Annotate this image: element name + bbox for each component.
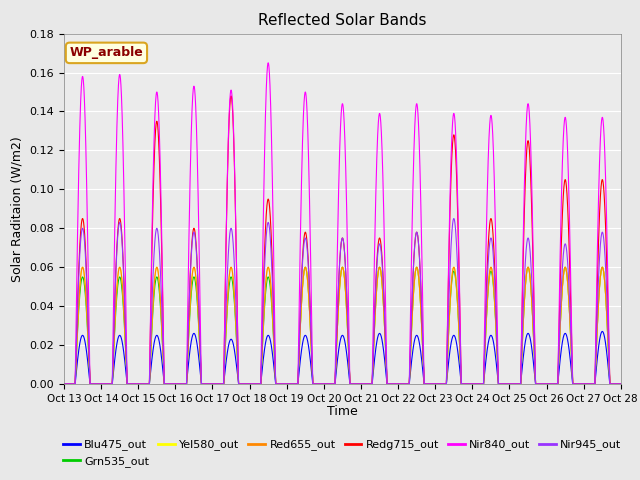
Legend: Blu475_out, Grn535_out, Yel580_out, Red655_out, Redg715_out, Nir840_out, Nir945_: Blu475_out, Grn535_out, Yel580_out, Red6…	[59, 435, 626, 471]
Nir945_out	[467, 381, 475, 387]
Red655_out	[467, 381, 475, 387]
Nir840_out	[483, 211, 491, 216]
Blu475_out	[587, 381, 595, 387]
Nir840_out	[60, 381, 68, 387]
Redg715_out	[250, 381, 257, 387]
Red655_out	[587, 381, 595, 387]
Blu475_out	[250, 381, 257, 387]
Red655_out	[324, 381, 332, 387]
Grn535_out	[301, 264, 309, 270]
Nir840_out	[250, 381, 257, 387]
Redg715_out	[594, 276, 602, 282]
Redg715_out	[227, 93, 235, 99]
Red655_out	[483, 307, 491, 313]
Text: WP_arable: WP_arable	[70, 47, 143, 60]
Nir945_out	[483, 288, 491, 294]
Line: Yel580_out: Yel580_out	[64, 267, 621, 384]
Nir945_out	[587, 381, 595, 387]
Nir945_out	[324, 381, 332, 387]
Redg715_out	[324, 381, 332, 387]
Yel580_out	[483, 307, 491, 313]
Red655_out	[60, 381, 68, 387]
Nir945_out	[450, 216, 458, 221]
Title: Reflected Solar Bands: Reflected Solar Bands	[258, 13, 427, 28]
Red655_out	[594, 321, 602, 327]
Nir945_out	[60, 381, 68, 387]
Yel580_out	[324, 381, 332, 387]
Yel580_out	[617, 381, 625, 387]
Line: Nir840_out: Nir840_out	[64, 63, 621, 384]
Redg715_out	[467, 381, 475, 387]
Blu475_out	[598, 328, 606, 334]
Grn535_out	[483, 310, 491, 315]
Grn535_out	[60, 381, 68, 387]
Redg715_out	[587, 381, 595, 387]
Nir945_out	[617, 381, 625, 387]
Yel580_out	[587, 381, 595, 387]
Redg715_out	[617, 381, 625, 387]
Nir840_out	[594, 244, 602, 250]
Blu475_out	[60, 381, 68, 387]
Yel580_out	[250, 381, 257, 387]
Line: Redg715_out: Redg715_out	[64, 96, 621, 384]
Grn535_out	[594, 321, 602, 327]
Nir840_out	[587, 381, 595, 387]
Redg715_out	[483, 276, 491, 282]
Yel580_out	[467, 381, 475, 387]
Line: Red655_out: Red655_out	[64, 267, 621, 384]
Grn535_out	[617, 381, 625, 387]
Redg715_out	[60, 381, 68, 387]
Yel580_out	[79, 264, 86, 270]
Grn535_out	[587, 381, 595, 387]
X-axis label: Time: Time	[327, 405, 358, 418]
Nir945_out	[594, 303, 602, 309]
Line: Grn535_out: Grn535_out	[64, 267, 621, 384]
Nir840_out	[467, 381, 475, 387]
Nir840_out	[264, 60, 272, 66]
Blu475_out	[483, 351, 490, 357]
Red655_out	[250, 381, 257, 387]
Line: Nir945_out: Nir945_out	[64, 218, 621, 384]
Grn535_out	[250, 381, 257, 387]
Blu475_out	[467, 381, 475, 387]
Red655_out	[617, 381, 625, 387]
Grn535_out	[324, 381, 332, 387]
Grn535_out	[467, 381, 475, 387]
Blu475_out	[593, 355, 601, 360]
Nir840_out	[617, 381, 625, 387]
Red655_out	[79, 264, 86, 270]
Nir945_out	[250, 381, 257, 387]
Line: Blu475_out: Blu475_out	[64, 331, 621, 384]
Blu475_out	[324, 381, 332, 387]
Blu475_out	[617, 381, 625, 387]
Yel580_out	[594, 321, 602, 327]
Y-axis label: Solar Raditaion (W/m2): Solar Raditaion (W/m2)	[11, 136, 24, 282]
Yel580_out	[60, 381, 68, 387]
Nir840_out	[324, 381, 332, 387]
